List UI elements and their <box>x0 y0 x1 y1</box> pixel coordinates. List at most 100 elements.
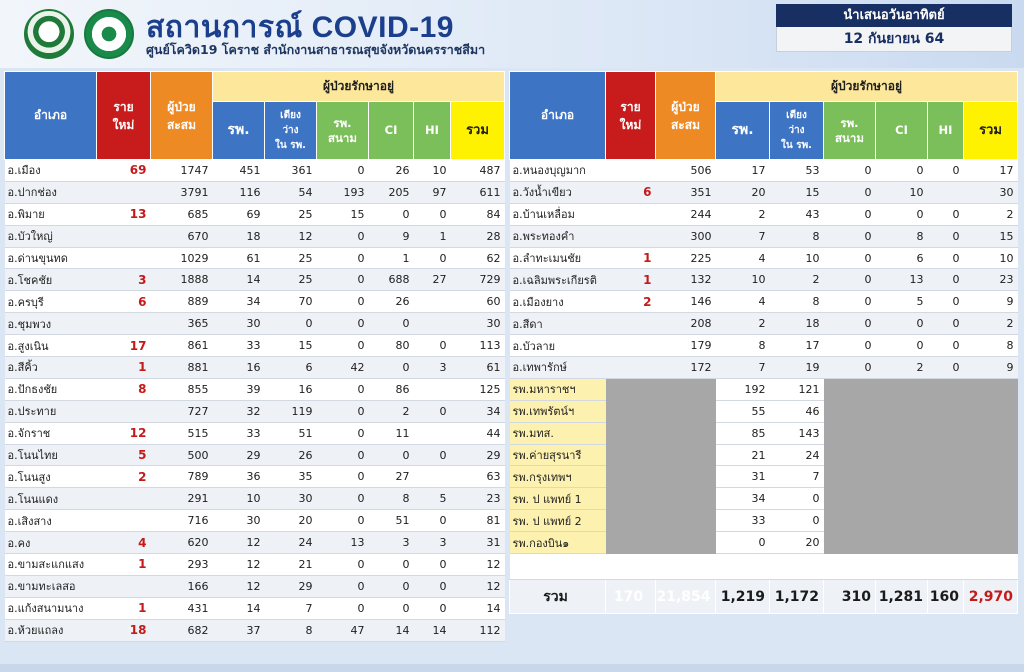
cell-ci: 0 <box>368 575 414 598</box>
cell-hi: 0 <box>413 575 451 598</box>
cell-empty <box>655 531 716 555</box>
cell-field: 0 <box>316 553 369 576</box>
cell-cum: 225 <box>655 247 716 270</box>
cell-empty <box>963 509 1018 533</box>
cell-total: 23 <box>450 487 505 511</box>
cell-field: 0 <box>316 159 369 182</box>
cell-field: 193 <box>316 181 369 204</box>
cell-total: 61 <box>450 356 505 379</box>
cell-cum: 291 <box>150 487 213 511</box>
cell-field: 13 <box>316 531 369 555</box>
cell-total: 10 <box>963 247 1018 270</box>
hospital-name: รพ. ป แพทย์ 1 <box>509 487 606 511</box>
cell-hi: 0 <box>927 247 964 270</box>
table-row: อ.โชคชัย 3 1888 14 25 0 688 27 729 <box>4 268 505 292</box>
cell-new <box>605 356 656 379</box>
district-name: อ.แก้งสนามนาง <box>4 597 97 620</box>
cell-cum: 146 <box>655 290 716 314</box>
cell-beds: 12 <box>264 225 317 248</box>
cell-hosp: 192 <box>715 378 770 401</box>
cell-empty <box>963 444 1018 467</box>
cell-ci: 8 <box>875 225 928 248</box>
cell-field: 0 <box>823 290 876 314</box>
cell-field: 0 <box>316 334 369 358</box>
cell-total: 29 <box>450 444 505 467</box>
cell-cum: 431 <box>150 597 213 620</box>
cell-field: 0 <box>823 356 876 379</box>
cell-hi <box>413 378 451 401</box>
cell-beds: 10 <box>769 247 824 270</box>
col-field-header: รพ. สนาม <box>823 101 876 160</box>
cell-empty <box>875 400 928 423</box>
cell-hosp: 10 <box>715 268 770 292</box>
cell-cum: 506 <box>655 159 716 182</box>
cell-hi: 14 <box>413 619 451 642</box>
hospital-name: รพ.กองบิน๑ <box>509 531 606 555</box>
cell-empty <box>823 531 876 555</box>
cell-new: 1 <box>96 553 151 576</box>
cell-empty <box>605 444 656 467</box>
cell-beds: 30 <box>264 487 317 511</box>
table-row: อ.บัวใหญ่ 670 18 12 0 9 1 28 <box>4 225 505 248</box>
hospital-row: รพ.กองบิน๑ 0 20 <box>509 531 1018 555</box>
total-beds: 1,172 <box>769 579 824 615</box>
col-district-header: อำเภอ <box>509 71 606 160</box>
cell-total: 15 <box>963 225 1018 248</box>
cell-empty <box>655 400 716 423</box>
cell-ci: 80 <box>368 334 414 358</box>
cell-empty <box>823 487 876 511</box>
district-name: อ.สีคิ้ว <box>4 356 97 379</box>
cell-hosp: 12 <box>212 575 265 598</box>
col-ci-header: CI <box>368 101 414 160</box>
cell-total: 12 <box>450 575 505 598</box>
cell-ci: 9 <box>368 225 414 248</box>
cell-ci: 8 <box>368 487 414 511</box>
cell-cum: 789 <box>150 465 213 489</box>
district-name: อ.โนนแดง <box>4 487 97 511</box>
cell-total: 60 <box>450 290 505 314</box>
cell-hi <box>413 290 451 314</box>
cell-empty <box>605 487 656 511</box>
cell-new: 2 <box>605 290 656 314</box>
cell-hosp: 7 <box>715 225 770 248</box>
cell-hosp: 29 <box>212 444 265 467</box>
total-total: 2,970 <box>962 579 1019 615</box>
cell-total: 30 <box>450 312 505 336</box>
table-row: อ.เมืองยาง 2 146 4 8 0 5 0 9 <box>509 290 1018 314</box>
cell-empty <box>963 422 1018 445</box>
cell-beds: 0 <box>769 487 824 511</box>
cell-hi: 0 <box>413 597 451 620</box>
cell-hosp: 30 <box>212 509 265 533</box>
cell-beds: 70 <box>264 290 317 314</box>
cell-new: 17 <box>96 334 151 358</box>
cell-hosp: 85 <box>715 422 770 445</box>
cell-beds: 51 <box>264 422 317 445</box>
cell-empty <box>605 509 656 533</box>
district-name: อ.ขามสะแกแสง <box>4 553 97 576</box>
cell-hosp: 116 <box>212 181 265 204</box>
cell-hosp: 14 <box>212 597 265 620</box>
cell-hi: 0 <box>927 356 964 379</box>
cell-hosp: 30 <box>212 312 265 336</box>
cell-total: 31 <box>450 531 505 555</box>
cell-empty <box>823 400 876 423</box>
cell-hi: 0 <box>927 268 964 292</box>
cell-beds: 17 <box>769 334 824 358</box>
cell-hosp: 33 <box>212 334 265 358</box>
cell-beds: 19 <box>769 356 824 379</box>
cell-beds: 25 <box>264 247 317 270</box>
cell-hosp: 69 <box>212 203 265 226</box>
spacer-row <box>509 553 1018 581</box>
cell-hosp: 18 <box>212 225 265 248</box>
cell-empty <box>963 465 1018 489</box>
col-new-header-line1: ราย <box>113 99 134 114</box>
hospital-name: รพ.กรุงเทพฯ <box>509 465 606 489</box>
cell-hosp: 2 <box>715 312 770 336</box>
cell-ci: 2 <box>875 356 928 379</box>
col-new-header-line1: ราย <box>620 99 641 114</box>
cell-total: 2 <box>963 203 1018 226</box>
cell-cum: 1888 <box>150 268 213 292</box>
district-name: อ.ชุมพวง <box>4 312 97 336</box>
col-hi-header: HI <box>413 101 451 160</box>
hospital-row: รพ. ป แพทย์ 1 34 0 <box>509 487 1018 511</box>
